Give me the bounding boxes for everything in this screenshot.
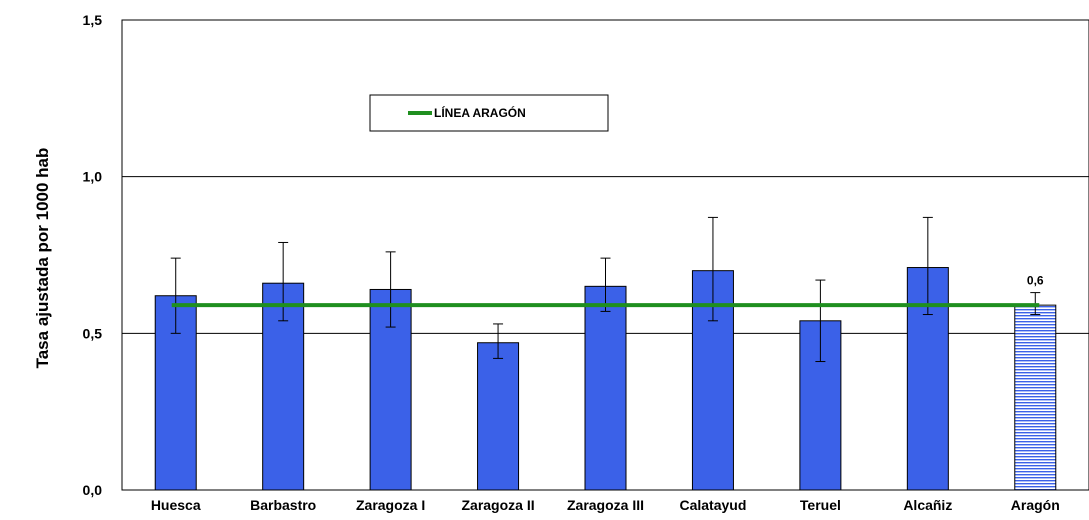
x-tick-label: Zaragoza III: [567, 497, 644, 513]
y-tick-label: 0,5: [83, 325, 103, 341]
legend: LÍNEA ARAGÓN: [369, 94, 609, 132]
x-axis-ticks: Huesca Barbastro Zaragoza I Zaragoza II Zara…: [151, 497, 1060, 513]
error-bar: [493, 323, 504, 359]
x-tick-label: Barbastro: [250, 497, 316, 513]
error-bar: [385, 251, 396, 328]
data-label: 0,6: [1027, 274, 1044, 288]
error-bar: [600, 257, 611, 312]
x-tick-label: Zaragoza II: [461, 497, 534, 513]
bar-aragón: [1014, 304, 1057, 491]
x-tick-label: Teruel: [800, 497, 841, 513]
bar-zaragoza-iii: [584, 285, 627, 491]
y-axis-label: Tasa ajustada por 1000 hab: [33, 148, 52, 369]
x-tick-label: Huesca: [151, 497, 201, 513]
error-bar: [815, 279, 826, 363]
x-tick-label: Zaragoza I: [356, 497, 425, 513]
error-bar: [278, 241, 289, 322]
x-tick-label: Calatayud: [679, 497, 746, 513]
y-tick-label: 1,5: [83, 12, 103, 28]
x-tick-label: Aragón: [1011, 497, 1060, 513]
bar-zaragoza-ii: [477, 342, 520, 491]
error-bar: [170, 257, 181, 334]
y-axis-ticks: 0,0 0,5 1,0 1,5: [83, 12, 103, 498]
y-tick-label: 0,0: [83, 482, 103, 498]
legend-label: LÍNEA ARAGÓN: [434, 105, 526, 120]
data-labels: 0,6: [1027, 274, 1044, 288]
y-tick-label: 1,0: [83, 169, 103, 185]
error-bars: [170, 216, 1041, 363]
error-bar: [922, 216, 933, 316]
x-tick-label: Alcañiz: [903, 497, 952, 513]
